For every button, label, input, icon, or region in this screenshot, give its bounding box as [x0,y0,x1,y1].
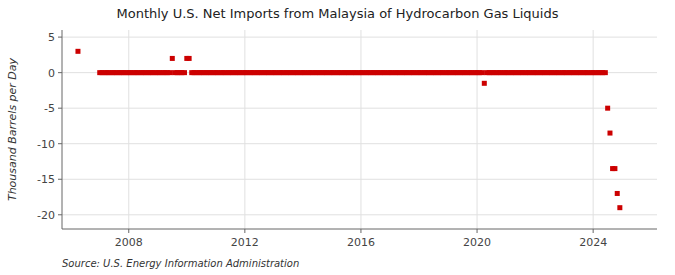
point [615,191,620,196]
grid-line [62,179,657,180]
tick-mark [593,229,594,233]
tick-mark [58,108,62,109]
chart: Monthly U.S. Net Imports from Malaysia o… [0,0,675,275]
grid-line [62,108,657,109]
point [605,106,610,111]
tick-mark [128,229,129,233]
point [603,70,608,75]
point [170,56,175,61]
points [75,49,622,210]
point [617,205,622,210]
tick-label: 2008 [115,236,143,249]
tick-mark [58,37,62,38]
tick-mark [58,72,62,73]
title: Monthly U.S. Net Imports from Malaysia o… [116,6,558,21]
tick-label: 5 [48,31,55,44]
tick-mark [360,229,361,233]
point [479,70,484,75]
background [0,0,675,275]
tick-label: 2024 [579,236,607,249]
y-axis-label: Thousand Barrels per Day [6,57,19,201]
tick-label: -10 [37,138,55,151]
point [612,166,617,171]
grid-line [62,37,657,38]
x-axis-line [62,229,657,230]
grid-line [128,30,129,229]
tick-mark [477,229,478,233]
tick-label: 2020 [463,236,491,249]
grid-line [62,214,657,215]
grid-line [360,30,361,229]
grid-line [593,30,594,229]
grid-line [244,30,245,229]
tick-mark [58,214,62,215]
point [607,131,612,136]
point [482,81,487,86]
tick-label: -20 [37,209,55,222]
tick-mark [58,179,62,180]
tick-label: 2012 [231,236,259,249]
point [167,70,172,75]
tick-mark [244,229,245,233]
y-axis-line [62,30,63,229]
source-note: Source: U.S. Energy Information Administ… [62,258,299,269]
grid-line [477,30,478,229]
tick-label: -15 [37,173,55,186]
tick-label: 0 [48,67,55,80]
tick-label: 2016 [347,236,375,249]
grid [62,30,657,229]
point [187,56,192,61]
tick-mark [58,143,62,144]
grid-line [62,143,657,144]
tick-label: -5 [44,102,55,115]
point [182,70,187,75]
point [75,49,80,54]
